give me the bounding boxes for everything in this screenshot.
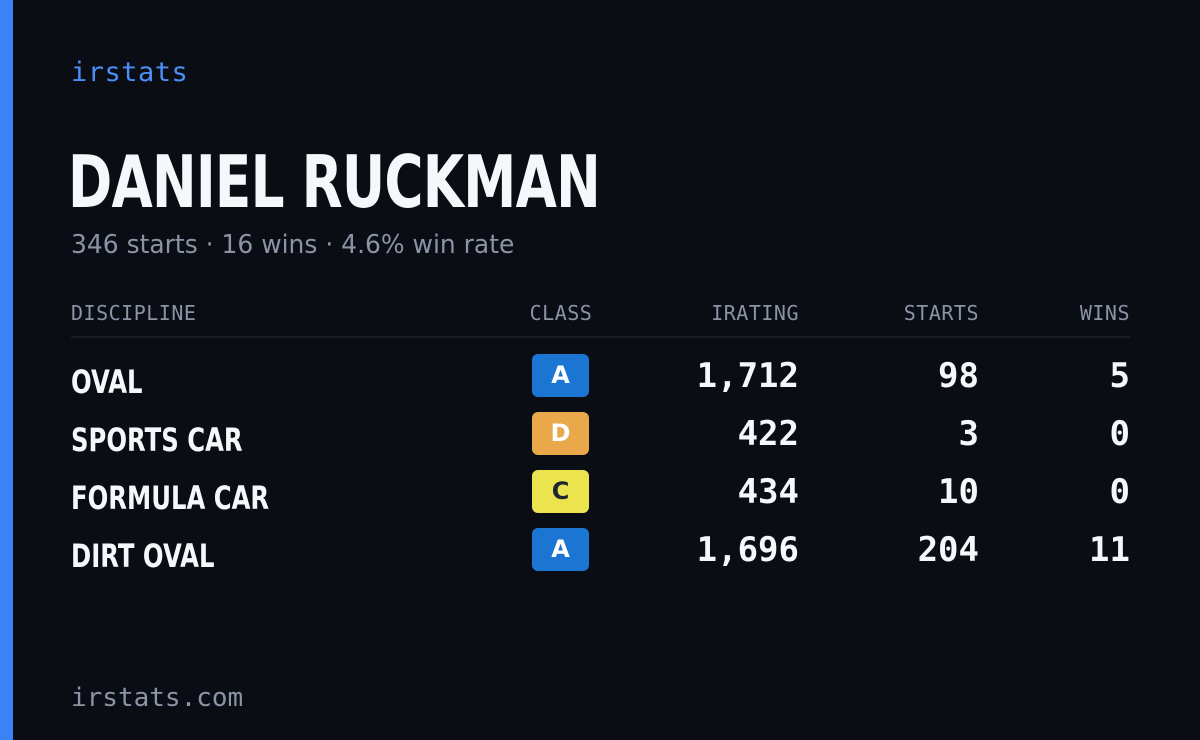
starts-value: 3 (958, 414, 979, 454)
player-name: DANIEL RUCKMAN (68, 140, 601, 224)
class-badge: A (532, 528, 589, 571)
table-header: DISCIPLINE CLASS IRATING STARTS WINS (71, 296, 1130, 338)
irating-value: 1,696 (696, 530, 799, 570)
discipline-name: OVAL (71, 363, 143, 401)
irating-value: 1,712 (696, 356, 799, 396)
player-summary: 346 starts · 16 wins · 4.6% win rate (71, 230, 515, 260)
header-class: CLASS (529, 301, 593, 325)
discipline-name: DIRT OVAL (71, 537, 215, 575)
table-row: SPORTS CAR D 422 3 0 (71, 410, 1130, 468)
header-wins: WINS (1079, 301, 1130, 325)
header-discipline: DISCIPLINE (71, 301, 197, 325)
class-badge: A (532, 354, 589, 397)
wins-value: 0 (1109, 414, 1130, 454)
discipline-name: SPORTS CAR (71, 421, 243, 459)
header-starts: STARTS (903, 301, 979, 325)
table-body: OVAL A 1,712 98 5 SPORTS CAR D 422 3 0 F… (71, 352, 1130, 584)
brand-logo[interactable]: irstats (71, 57, 189, 88)
starts-value: 204 (917, 530, 979, 570)
wins-value: 11 (1089, 530, 1130, 570)
table-row: OVAL A 1,712 98 5 (71, 352, 1130, 410)
irating-value: 434 (737, 472, 799, 512)
license-table: DISCIPLINE CLASS IRATING STARTS WINS OVA… (71, 296, 1130, 584)
table-row: DIRT OVAL A 1,696 204 11 (71, 526, 1130, 584)
starts-value: 98 (938, 356, 979, 396)
discipline-name: FORMULA CAR (71, 479, 270, 517)
class-badge: C (532, 470, 589, 513)
wins-value: 5 (1109, 356, 1130, 396)
table-row: FORMULA CAR C 434 10 0 (71, 468, 1130, 526)
starts-value: 10 (938, 472, 979, 512)
wins-value: 0 (1109, 472, 1130, 512)
irating-value: 422 (737, 414, 799, 454)
class-badge: D (532, 412, 589, 455)
footer-url[interactable]: irstats.com (71, 683, 244, 713)
accent-bar (0, 0, 13, 740)
header-irating: IRATING (711, 301, 799, 325)
